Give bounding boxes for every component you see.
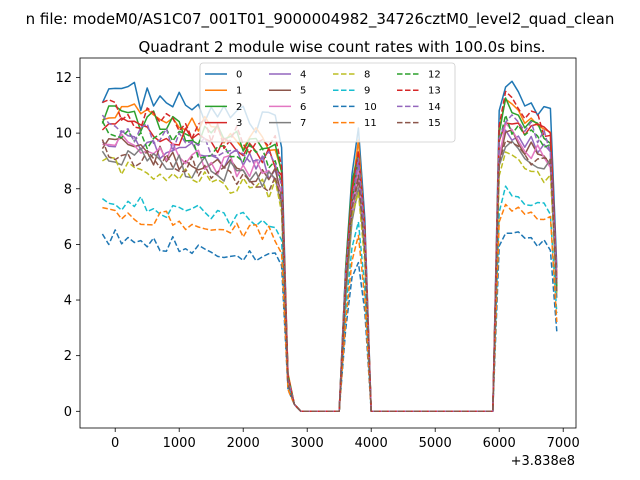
legend-label-10: 10 <box>364 102 377 113</box>
legend-label-15: 15 <box>428 118 441 129</box>
x-tick-label: 3000 <box>291 436 324 451</box>
y-tick-label: 10 <box>55 127 72 142</box>
x-tick-label: 0 <box>111 436 119 451</box>
y-tick-label: 4 <box>64 294 72 309</box>
legend-label-0: 0 <box>236 70 242 81</box>
legend-label-1: 1 <box>236 86 242 97</box>
legend-label-11: 11 <box>364 118 377 129</box>
x-tick-label: 6000 <box>483 436 516 451</box>
legend-label-6: 6 <box>300 102 306 113</box>
legend-label-9: 9 <box>364 86 370 97</box>
legend-label-13: 13 <box>428 86 441 97</box>
y-tick-label: 6 <box>64 238 72 253</box>
x-tick-label: 2000 <box>227 436 260 451</box>
x-axis: 0 1000 2000 3000 4000 5000 6000 7000 <box>111 428 580 451</box>
legend-label-14: 14 <box>428 102 441 113</box>
x-tick-label: 4000 <box>355 436 388 451</box>
chart-title: Quadrant 2 module wise count rates with … <box>138 38 545 56</box>
legend-label-8: 8 <box>364 70 370 81</box>
x-tick-label: 7000 <box>547 436 580 451</box>
legend-frame <box>199 62 456 143</box>
x-axis-offset-label: +3.838e8 <box>511 454 575 469</box>
y-tick-label: 12 <box>55 71 72 86</box>
y-tick-label: 0 <box>64 405 72 420</box>
y-tick-label: 8 <box>64 182 72 197</box>
axes-frame <box>79 57 577 429</box>
y-tick-label: 2 <box>64 349 72 364</box>
legend-label-7: 7 <box>300 118 306 129</box>
legend-label-5: 5 <box>300 86 306 97</box>
legend-label-12: 12 <box>428 70 441 81</box>
series-layer <box>101 80 558 413</box>
x-tick-label: 1000 <box>163 436 196 451</box>
y-axis: 0 2 4 6 8 10 12 <box>55 71 80 420</box>
x-tick-label: 5000 <box>419 436 452 451</box>
legend-label-3: 3 <box>236 118 242 129</box>
series-line-11 <box>102 203 558 413</box>
series-line-15 <box>101 139 558 413</box>
legend-label-2: 2 <box>236 102 242 113</box>
legend-label-4: 4 <box>300 70 306 81</box>
figure-suptitle: n file: modeM0/AS1C07_001T01_9000004982_… <box>26 10 615 29</box>
